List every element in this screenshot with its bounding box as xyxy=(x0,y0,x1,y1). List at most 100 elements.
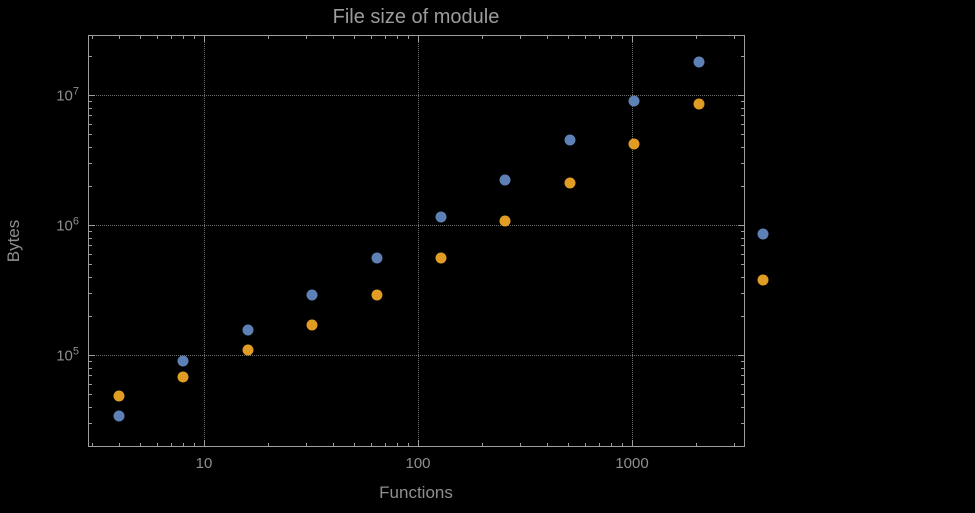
tick-mark xyxy=(741,123,745,125)
tick-mark xyxy=(88,100,92,102)
tick-mark xyxy=(88,360,92,362)
data-point-series-blue xyxy=(499,174,511,186)
tick-mark xyxy=(139,35,141,39)
tick-mark xyxy=(741,315,745,317)
data-point-series-orange xyxy=(693,98,705,110)
tick-mark xyxy=(88,367,92,369)
data-point-series-orange xyxy=(564,177,576,189)
tick-mark xyxy=(88,292,92,294)
tick-mark xyxy=(611,35,613,39)
tick-mark xyxy=(353,443,355,447)
tick-mark xyxy=(741,264,745,266)
tick-mark xyxy=(204,440,205,447)
tick-mark xyxy=(632,35,633,42)
tick-mark xyxy=(741,230,745,232)
data-point-series-blue xyxy=(628,95,640,107)
tick-mark xyxy=(408,443,410,447)
tick-mark xyxy=(741,162,745,164)
tick-mark xyxy=(88,162,92,164)
tick-mark xyxy=(194,35,196,39)
tick-mark xyxy=(741,107,745,109)
tick-mark xyxy=(88,245,92,247)
x-gridline xyxy=(632,35,633,447)
tick-mark xyxy=(88,253,92,255)
data-point-series-orange xyxy=(306,319,318,331)
tick-mark xyxy=(118,443,120,447)
tick-mark xyxy=(738,225,745,226)
tick-mark xyxy=(741,276,745,278)
tick-mark xyxy=(734,35,736,39)
tick-mark xyxy=(384,35,386,39)
data-point-series-blue xyxy=(435,211,447,223)
x-gridline xyxy=(204,35,205,447)
tick-mark xyxy=(741,422,745,424)
tick-mark xyxy=(622,443,624,447)
tick-mark xyxy=(546,443,548,447)
x-axis-label: Functions xyxy=(379,483,453,502)
tick-mark xyxy=(482,35,484,39)
tick-mark xyxy=(139,443,141,447)
tick-mark xyxy=(741,394,745,396)
y-tick-label: 107 xyxy=(56,85,79,105)
tick-mark xyxy=(88,123,92,125)
data-point-series-blue xyxy=(371,252,383,264)
tick-mark xyxy=(418,440,419,447)
tick-mark xyxy=(88,146,92,148)
tick-mark xyxy=(734,443,736,447)
tick-mark xyxy=(741,134,745,136)
data-point-series-blue xyxy=(757,228,769,240)
tick-mark xyxy=(696,35,698,39)
tick-mark xyxy=(741,115,745,117)
tick-mark xyxy=(738,95,745,96)
tick-mark xyxy=(418,35,419,42)
tick-mark xyxy=(194,443,196,447)
tick-mark xyxy=(204,35,205,42)
tick-mark xyxy=(741,55,745,57)
tick-mark xyxy=(88,225,95,226)
data-point-series-orange xyxy=(113,390,125,402)
tick-mark xyxy=(118,35,120,39)
tick-mark xyxy=(741,185,745,187)
x-gridline xyxy=(418,35,419,447)
y-gridline xyxy=(88,95,745,96)
tick-mark xyxy=(370,443,372,447)
tick-mark xyxy=(268,443,270,447)
tick-mark xyxy=(696,443,698,447)
tick-mark xyxy=(482,443,484,447)
tick-mark xyxy=(88,115,92,117)
tick-mark xyxy=(306,443,308,447)
tick-mark xyxy=(170,35,172,39)
tick-mark xyxy=(92,35,94,39)
tick-mark xyxy=(88,107,92,109)
tick-mark xyxy=(183,443,185,447)
tick-mark xyxy=(268,35,270,39)
x-tick-label: 1000 xyxy=(615,455,649,472)
tick-mark xyxy=(88,445,92,447)
tick-mark xyxy=(598,443,600,447)
tick-mark xyxy=(741,360,745,362)
y-axis-label: Bytes xyxy=(4,219,23,263)
data-point-series-orange xyxy=(177,371,189,383)
tick-mark xyxy=(156,35,158,39)
data-point-series-blue xyxy=(564,134,576,146)
data-point-series-orange xyxy=(499,215,511,227)
data-point-series-orange xyxy=(757,274,769,286)
tick-mark xyxy=(88,375,92,377)
y-tick-label: 106 xyxy=(56,215,79,235)
data-point-series-blue xyxy=(693,56,705,68)
tick-mark xyxy=(88,394,92,396)
tick-mark xyxy=(584,443,586,447)
tick-mark xyxy=(598,35,600,39)
tick-mark xyxy=(741,367,745,369)
tick-mark xyxy=(88,276,92,278)
data-point-series-blue xyxy=(177,355,189,367)
tick-mark xyxy=(88,55,92,57)
tick-mark xyxy=(622,35,624,39)
data-point-series-blue xyxy=(113,410,125,422)
data-point-series-orange xyxy=(628,138,640,150)
tick-mark xyxy=(567,35,569,39)
plot-frame xyxy=(88,35,745,447)
data-point-series-orange xyxy=(242,344,254,356)
